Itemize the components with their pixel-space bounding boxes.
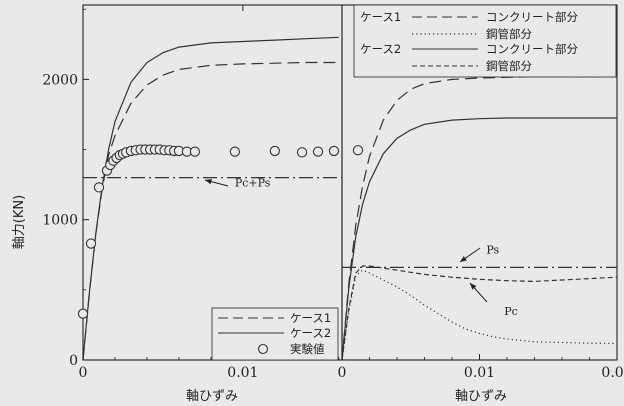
legend-label-case2: ケース2 bbox=[290, 326, 331, 340]
x-tick-label-right: 0 bbox=[338, 365, 347, 381]
arrow-pc-head bbox=[470, 283, 477, 290]
series-layer bbox=[77, 36, 618, 361]
series-right-3 bbox=[341, 265, 618, 361]
data-point-experiment bbox=[93, 182, 105, 193]
legend-label-experiment: 実験値 bbox=[290, 342, 325, 356]
legend-label-case2-concrete: コンクリート部分 bbox=[486, 42, 578, 56]
series-right-1 bbox=[341, 269, 618, 361]
legend-group-case1: ケース1 bbox=[360, 10, 401, 24]
data-point-experiment bbox=[229, 146, 241, 157]
legend-group-case2: ケース2 bbox=[360, 42, 401, 56]
data-point-experiment bbox=[328, 145, 340, 157]
annotation-layer: Pc+Ps Ps Pc bbox=[204, 177, 518, 318]
plot-frame-left bbox=[82, 4, 343, 361]
data-point-experiment bbox=[189, 146, 201, 157]
data-point-experiment bbox=[77, 308, 89, 319]
legend-label-case2-steel: 鋼管部分 bbox=[486, 59, 532, 73]
legend-label-case1-concrete: コンクリート部分 bbox=[486, 10, 578, 24]
annotation-ps: Ps bbox=[486, 243, 499, 256]
arrow-ps-head bbox=[460, 256, 467, 262]
x-axis-label-left: 軸ひずみ bbox=[186, 389, 238, 404]
series-left-1 bbox=[82, 36, 339, 361]
x-tick-label-right: 0.01 bbox=[464, 365, 495, 381]
x-tick-label-left: 0.01 bbox=[227, 365, 258, 381]
data-point-experiment bbox=[269, 145, 281, 157]
y-axis-label: 軸力(KN) bbox=[12, 195, 27, 249]
legend-label-case1: ケース1 bbox=[290, 311, 331, 325]
legend-swatch-experiment bbox=[257, 343, 269, 355]
y-tick-label: 0 bbox=[69, 353, 78, 369]
arrow-pcps-head bbox=[205, 178, 212, 185]
legend-left: ケース1 ケース2 実験値 bbox=[211, 307, 339, 361]
x-tick-label-right: 0.02 bbox=[601, 365, 624, 381]
annotation-pc: Pc bbox=[504, 305, 518, 318]
legend-label-case1-steel: 鋼管部分 bbox=[486, 27, 532, 41]
y-tick-label: 2000 bbox=[42, 72, 78, 88]
tick-layer: 0 0.01 0 1000 2000 0 0.01 0.02 bbox=[42, 5, 624, 381]
x-tick-label-left: 0 bbox=[79, 365, 88, 381]
y-tick-label: 1000 bbox=[42, 213, 78, 229]
data-point-experiment bbox=[85, 238, 97, 249]
annotation-pcps: Pc+Ps bbox=[235, 177, 271, 190]
data-point-experiment bbox=[296, 147, 308, 158]
data-point-experiment bbox=[312, 146, 324, 157]
data-point-experiment bbox=[352, 145, 364, 156]
series-right-2 bbox=[341, 117, 617, 361]
x-axis-label-right: 軸ひずみ bbox=[455, 389, 507, 404]
legend-right: ケース1 コンクリート部分 鋼管部分 ケース2 コンクリート部分 鋼管部分 bbox=[353, 4, 617, 78]
